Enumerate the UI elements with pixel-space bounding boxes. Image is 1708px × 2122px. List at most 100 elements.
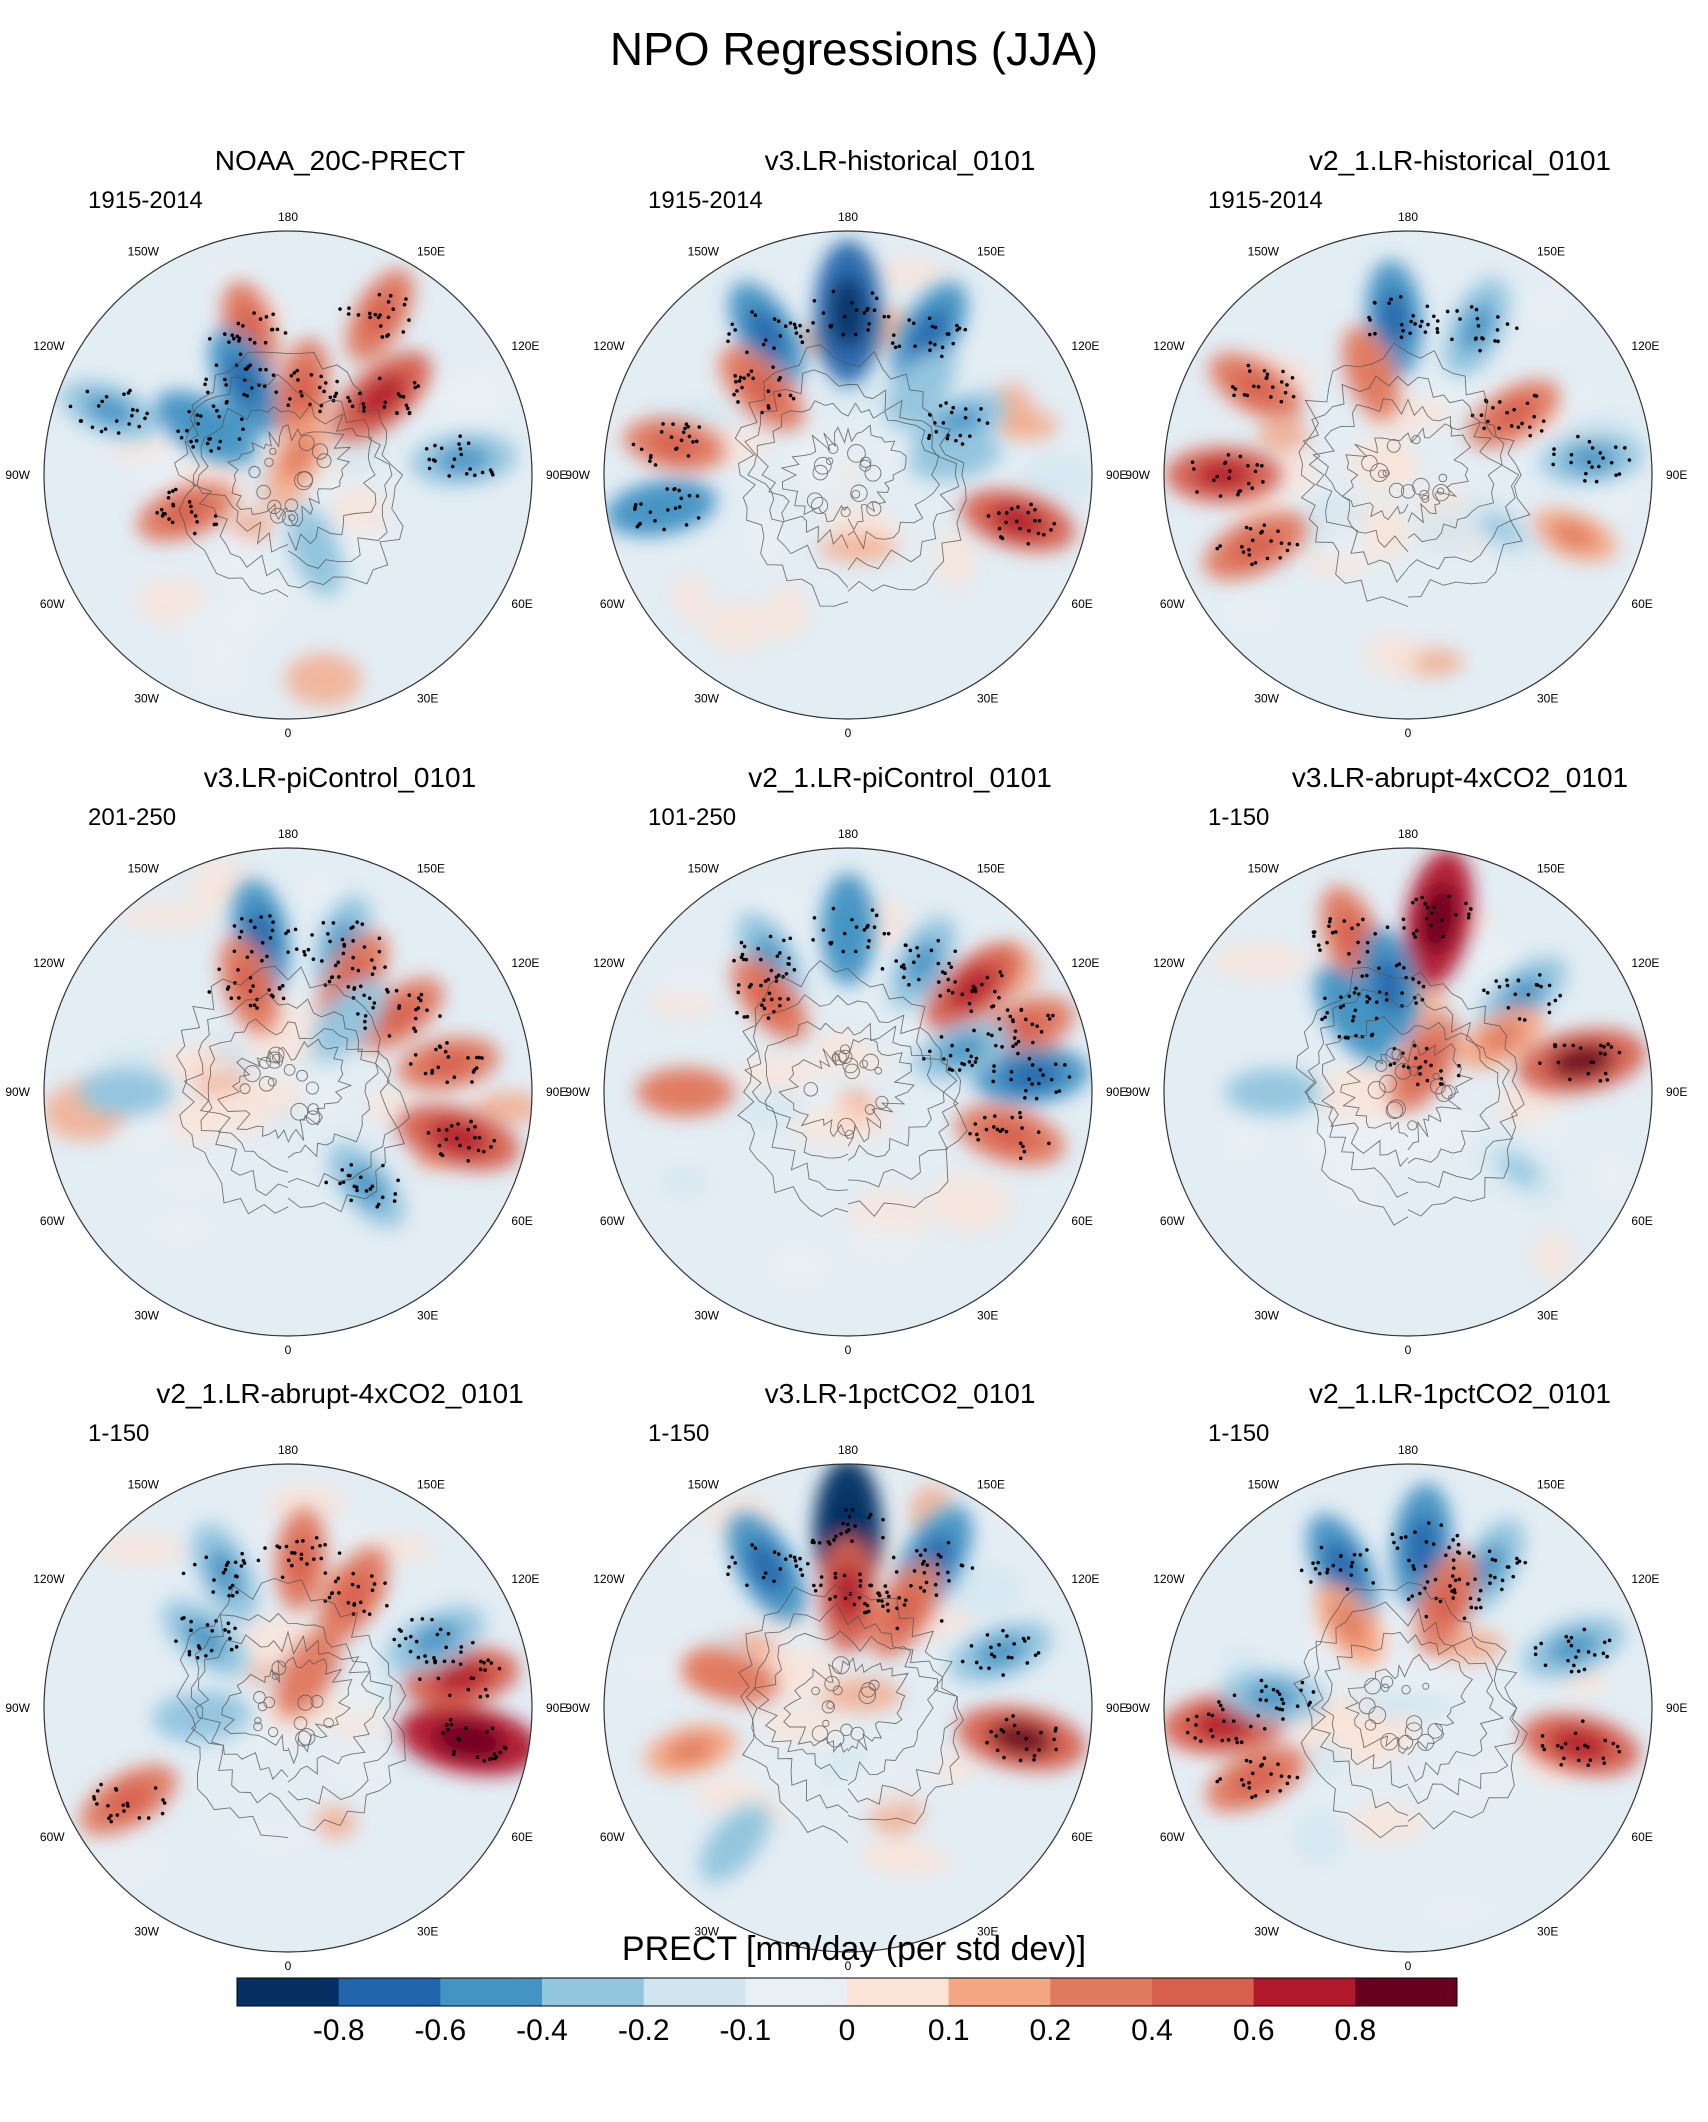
significance-dot xyxy=(92,1794,96,1799)
significance-dot xyxy=(498,1750,502,1755)
significance-dot xyxy=(769,997,774,1002)
significance-dot xyxy=(1295,1704,1300,1709)
significance-dot xyxy=(301,1539,305,1543)
significance-dot xyxy=(1349,1573,1354,1577)
island-outline xyxy=(824,1675,840,1692)
significance-dot xyxy=(478,1667,483,1672)
significance-dot xyxy=(443,1049,448,1054)
anomaly-core xyxy=(1419,884,1458,953)
significance-dot xyxy=(397,1627,402,1632)
significance-dot xyxy=(1412,1043,1417,1048)
significance-dot xyxy=(452,1749,457,1754)
anomaly-core xyxy=(334,1570,372,1620)
significance-dot xyxy=(694,439,699,444)
significance-dot xyxy=(963,407,968,411)
longitude-label: 60E xyxy=(511,597,532,611)
significance-dot xyxy=(1453,1578,1458,1583)
anomaly-patch xyxy=(1533,1232,1574,1281)
significance-dot xyxy=(934,429,939,434)
anomaly-patch xyxy=(1524,288,1570,331)
significance-dot xyxy=(842,1573,847,1578)
significance-dot xyxy=(783,324,788,329)
significance-dot xyxy=(1053,1729,1058,1733)
significance-dot xyxy=(378,324,383,328)
significance-dot xyxy=(155,510,159,515)
significance-dot xyxy=(994,1734,999,1738)
significance-dot xyxy=(1413,322,1417,326)
significance-dot xyxy=(794,1564,799,1568)
significance-dot xyxy=(744,957,749,962)
significance-dot xyxy=(826,1540,831,1544)
panel-period: 1-150 xyxy=(1208,1420,1270,1447)
significance-dot xyxy=(1248,1759,1253,1764)
significance-dot xyxy=(936,980,941,984)
significance-dot xyxy=(1385,925,1390,930)
significance-dot xyxy=(288,397,292,401)
significance-dot xyxy=(1250,562,1254,567)
significance-dot xyxy=(1500,1578,1505,1583)
significance-dot xyxy=(1590,465,1594,469)
significance-dot xyxy=(370,1184,375,1189)
significance-dot xyxy=(684,422,689,426)
significance-dot xyxy=(204,1555,209,1560)
longitude-label: 120E xyxy=(511,1572,539,1586)
significance-dot xyxy=(368,1187,373,1191)
significance-dot xyxy=(299,1552,304,1557)
significance-dot xyxy=(1049,1077,1054,1082)
significance-dot xyxy=(1215,546,1220,551)
island-outline xyxy=(294,471,313,491)
longitude-label: 90W xyxy=(5,468,30,482)
significance-dot xyxy=(761,1575,766,1580)
significance-dot xyxy=(109,1819,114,1824)
significance-dot xyxy=(306,947,311,952)
significance-dot xyxy=(222,332,227,336)
significance-dot xyxy=(160,514,165,518)
anomaly-patch xyxy=(649,988,715,1019)
significance-dot xyxy=(1232,1693,1237,1698)
significance-dot xyxy=(413,385,418,390)
significance-dot xyxy=(364,1189,369,1193)
island-outline xyxy=(825,457,834,465)
significance-dot xyxy=(862,311,867,315)
island-outline xyxy=(1408,1066,1419,1076)
longitude-label: 150W xyxy=(128,862,160,876)
significance-dot xyxy=(171,489,175,493)
significance-dot xyxy=(740,385,744,390)
significance-dot xyxy=(237,437,242,441)
significance-dot xyxy=(832,1538,836,1542)
significance-dot xyxy=(95,1789,100,1793)
significance-dot xyxy=(751,376,755,381)
significance-dot xyxy=(936,1552,941,1557)
significance-dot xyxy=(1019,1007,1024,1012)
significance-dot xyxy=(1493,1575,1497,1580)
significance-dot xyxy=(330,975,335,979)
longitude-label: 30E xyxy=(1537,1308,1558,1322)
island-outline xyxy=(1405,1715,1423,1732)
significance-dot xyxy=(1012,1036,1017,1040)
significance-dot xyxy=(1399,335,1404,340)
significance-dot xyxy=(918,1553,923,1558)
significance-dot xyxy=(236,321,241,326)
significance-dot xyxy=(1350,926,1354,931)
colorbar-swatch xyxy=(948,1978,1051,2006)
island-outline xyxy=(826,1729,845,1748)
significance-dot xyxy=(252,311,256,315)
significance-dot xyxy=(237,996,241,1000)
significance-dot xyxy=(1009,507,1014,511)
significance-dot xyxy=(1370,1032,1375,1037)
anomaly-patch xyxy=(1348,1802,1426,1844)
significance-dot xyxy=(256,1558,261,1563)
anomaly-core xyxy=(1002,1060,1061,1092)
significance-dot xyxy=(998,970,1003,974)
significance-dot xyxy=(1464,901,1468,906)
island-outline xyxy=(264,457,274,467)
significance-dot xyxy=(1602,1761,1607,1765)
significance-dot xyxy=(1516,425,1521,429)
significance-dot xyxy=(283,331,288,335)
significance-dot xyxy=(745,1014,750,1019)
significance-dot xyxy=(418,998,423,1003)
island-outline xyxy=(875,1095,889,1109)
significance-dot xyxy=(336,1576,341,1581)
significance-dot xyxy=(412,380,417,385)
significance-dot xyxy=(1317,943,1321,948)
